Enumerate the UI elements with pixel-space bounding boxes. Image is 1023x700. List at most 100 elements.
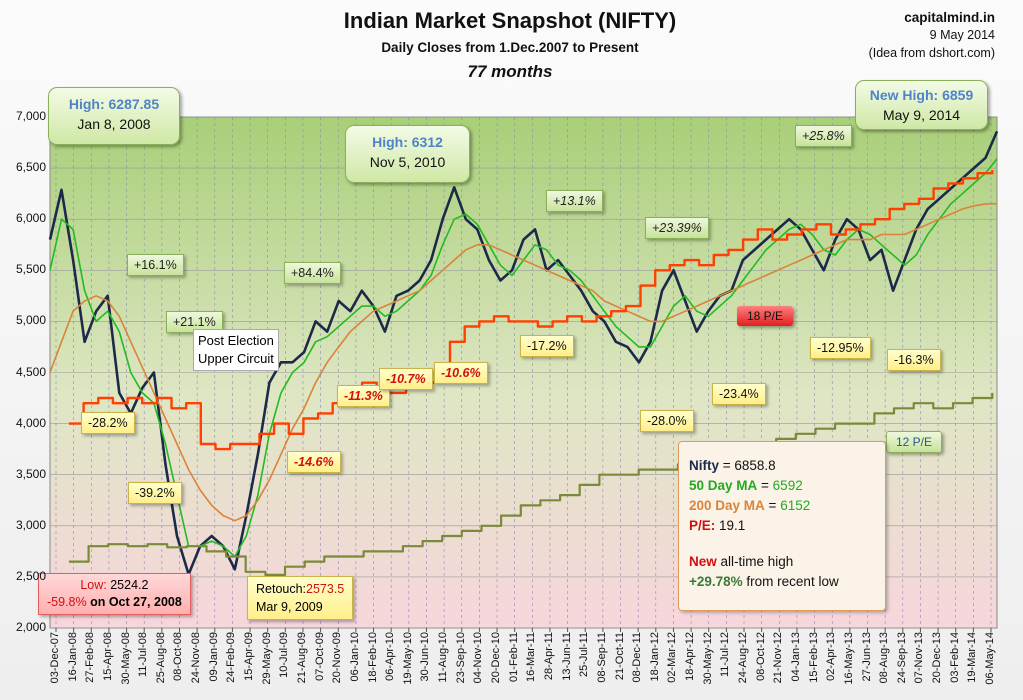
pe-drop-label-3: -10.6% (434, 362, 488, 384)
x-tick-label: 09-Jan-09 (207, 632, 220, 682)
series-layer (48, 130, 999, 576)
x-tick-label: 07-Oct-09 (313, 632, 326, 681)
gain-label-1: +16.1% (127, 254, 184, 276)
callout-high-2008: High: 6287.85 Jan 8, 2008 (48, 87, 180, 145)
stats-ma200-eq: = (764, 498, 781, 513)
drop-label-7: -16.3% (887, 349, 941, 371)
gain-label-6: +25.8% (795, 125, 852, 147)
axis-ticks (55, 628, 992, 632)
x-tick-label: 03-Feb-14 (948, 632, 961, 683)
stats-nifty-label: Nifty (689, 458, 719, 473)
x-tick-label: 08-Dec-11 (631, 632, 644, 683)
y-tick-label: 2,500 (15, 568, 46, 583)
retouch-label: Retouch: (256, 582, 307, 596)
x-tick-label: 25-Jul-11 (578, 632, 591, 678)
x-tick-label: 19-Mar-14 (966, 632, 979, 683)
x-tick-label: 19-May-10 (401, 632, 414, 685)
x-tick-label: 03-Dec-07 (49, 632, 61, 684)
nifty-line (48, 130, 999, 576)
gain-label-5: +23.39% (645, 217, 709, 239)
x-tick-label: 24-Sep-13 (895, 632, 908, 684)
x-tick-label: 20-Dec-13 (931, 632, 944, 684)
pe-drop-label-1: -11.3% (337, 385, 390, 407)
x-tick-label: 08-Oct-08 (172, 632, 185, 681)
retouch-value: 2573.5 (306, 582, 345, 596)
credit-site: capitalmind.in (904, 10, 995, 25)
y-tick-label: 6,000 (15, 211, 46, 226)
pe-12-label: 12 P/E (886, 431, 943, 453)
stats-ma50-label: 50 Day MA (689, 478, 758, 493)
post-election-line1: Post Election (198, 333, 274, 348)
stats-new-rest: all-time high (716, 554, 794, 569)
y-tick-label: 4,500 (15, 364, 46, 379)
pe12-line (68, 392, 994, 576)
x-tick-label: 28-Apr-11 (542, 632, 555, 681)
x-tick-label: 18-Feb-10 (366, 632, 379, 683)
stats-gain-pct: +29.78% (689, 574, 743, 589)
x-tick-label: 20-Nov-09 (331, 632, 344, 684)
x-tick-label: 13-Jun-11 (560, 632, 573, 681)
x-tick-label: 15-Apr-08 (101, 632, 114, 681)
gain-label-4: +13.1% (546, 190, 603, 212)
x-tick-label: 07-Nov-13 (913, 632, 926, 684)
x-tick-label: 10-Jul-09 (278, 632, 291, 678)
x-tick-label: 15-Feb-13 (807, 632, 820, 683)
pe-drop-label-2: -10.7% (379, 368, 433, 390)
x-tick-label: 02-Mar-12 (666, 632, 679, 683)
x-tick-label: 21-Oct-11 (613, 632, 626, 681)
chart-subtitle: Daily Closes from 1.Dec.2007 to Present (381, 40, 639, 55)
callout-high-2008-label: High: 6287.85 (68, 96, 160, 112)
stats-pe-label: P/E: (689, 518, 716, 533)
x-tick-label: 29-May-09 (260, 632, 273, 685)
pe-drop-label-4: -14.6% (287, 451, 341, 473)
low-label: Low: (80, 578, 107, 592)
x-tick-label: 04-Nov-10 (472, 632, 485, 684)
ma200-line (49, 202, 998, 522)
retouch-box: Retouch:2573.5 Mar 9, 2009 (247, 576, 354, 620)
x-tick-label: 24-Nov-08 (190, 632, 203, 684)
low-date: on Oct 27, 2008 (90, 595, 182, 609)
x-tick-label: 24-Aug-12 (737, 632, 750, 684)
chart-subtitle-months: 77 months (467, 62, 553, 81)
y-tick-label: 5,000 (15, 313, 46, 328)
x-tick-label: 04-Jan-13 (789, 632, 802, 682)
y-tick-label: 3,500 (15, 466, 46, 481)
drop-label-6: -12.95% (810, 337, 871, 359)
x-tick-label: 18-Apr-12 (684, 632, 697, 681)
drop-label-1: -28.2% (81, 412, 135, 434)
x-tick-label: 11-Jul-12 (719, 632, 732, 678)
x-tick-label: 06-Apr-10 (384, 632, 397, 681)
callout-high-2010-date: Nov 5, 2010 (369, 154, 446, 170)
x-tick-label: 06-Jan-10 (348, 632, 361, 682)
stats-ma200-label: 200 Day MA (689, 498, 765, 513)
stats-ma200-value: 6152 (780, 498, 811, 513)
x-tick-label: 30-Jun-10 (419, 632, 432, 682)
x-tick-label: 16-Jan-08 (66, 632, 79, 682)
x-tick-label: 16-Mar-11 (525, 632, 538, 682)
y-tick-label: 6,500 (15, 160, 46, 175)
x-tick-label: 11-Jul-08 (137, 632, 150, 678)
stats-new-word: New (689, 554, 717, 569)
stats-nifty-value: = 6858.8 (722, 458, 776, 473)
x-tick-label: 16-May-13 (842, 632, 855, 685)
y-tick-label: 5,500 (15, 262, 46, 277)
x-tick-label: 25-Aug-08 (154, 632, 167, 684)
x-tick-label: 20-Dec-10 (490, 632, 503, 684)
post-election-note: Post Election Upper Circuit (193, 329, 279, 371)
stats-gain-rest: from recent low (742, 574, 839, 589)
drop-label-3: -17.2% (520, 335, 574, 357)
retouch-date: Mar 9, 2009 (256, 600, 323, 614)
pe-18-label: 18 P/E (737, 306, 794, 326)
x-tick-label: 30-May-12 (701, 632, 714, 685)
x-tick-label: 15-Apr-09 (243, 632, 256, 681)
x-tick-label: 27-Feb-08 (84, 632, 97, 683)
x-tick-label: 06-May-14 (984, 632, 996, 685)
drop-label-2: -39.2% (128, 482, 182, 504)
x-tick-label: 21-Aug-09 (295, 632, 308, 684)
x-tick-label: 23-Sep-10 (454, 632, 467, 684)
x-tick-label: 11-Aug-10 (437, 632, 450, 683)
x-tick-label: 01-Feb-11 (507, 632, 520, 682)
stats-pe-value: 19.1 (719, 518, 746, 533)
chart-title: Indian Market Snapshot (NIFTY) (343, 8, 677, 33)
low-value: 2524.2 (110, 578, 149, 592)
